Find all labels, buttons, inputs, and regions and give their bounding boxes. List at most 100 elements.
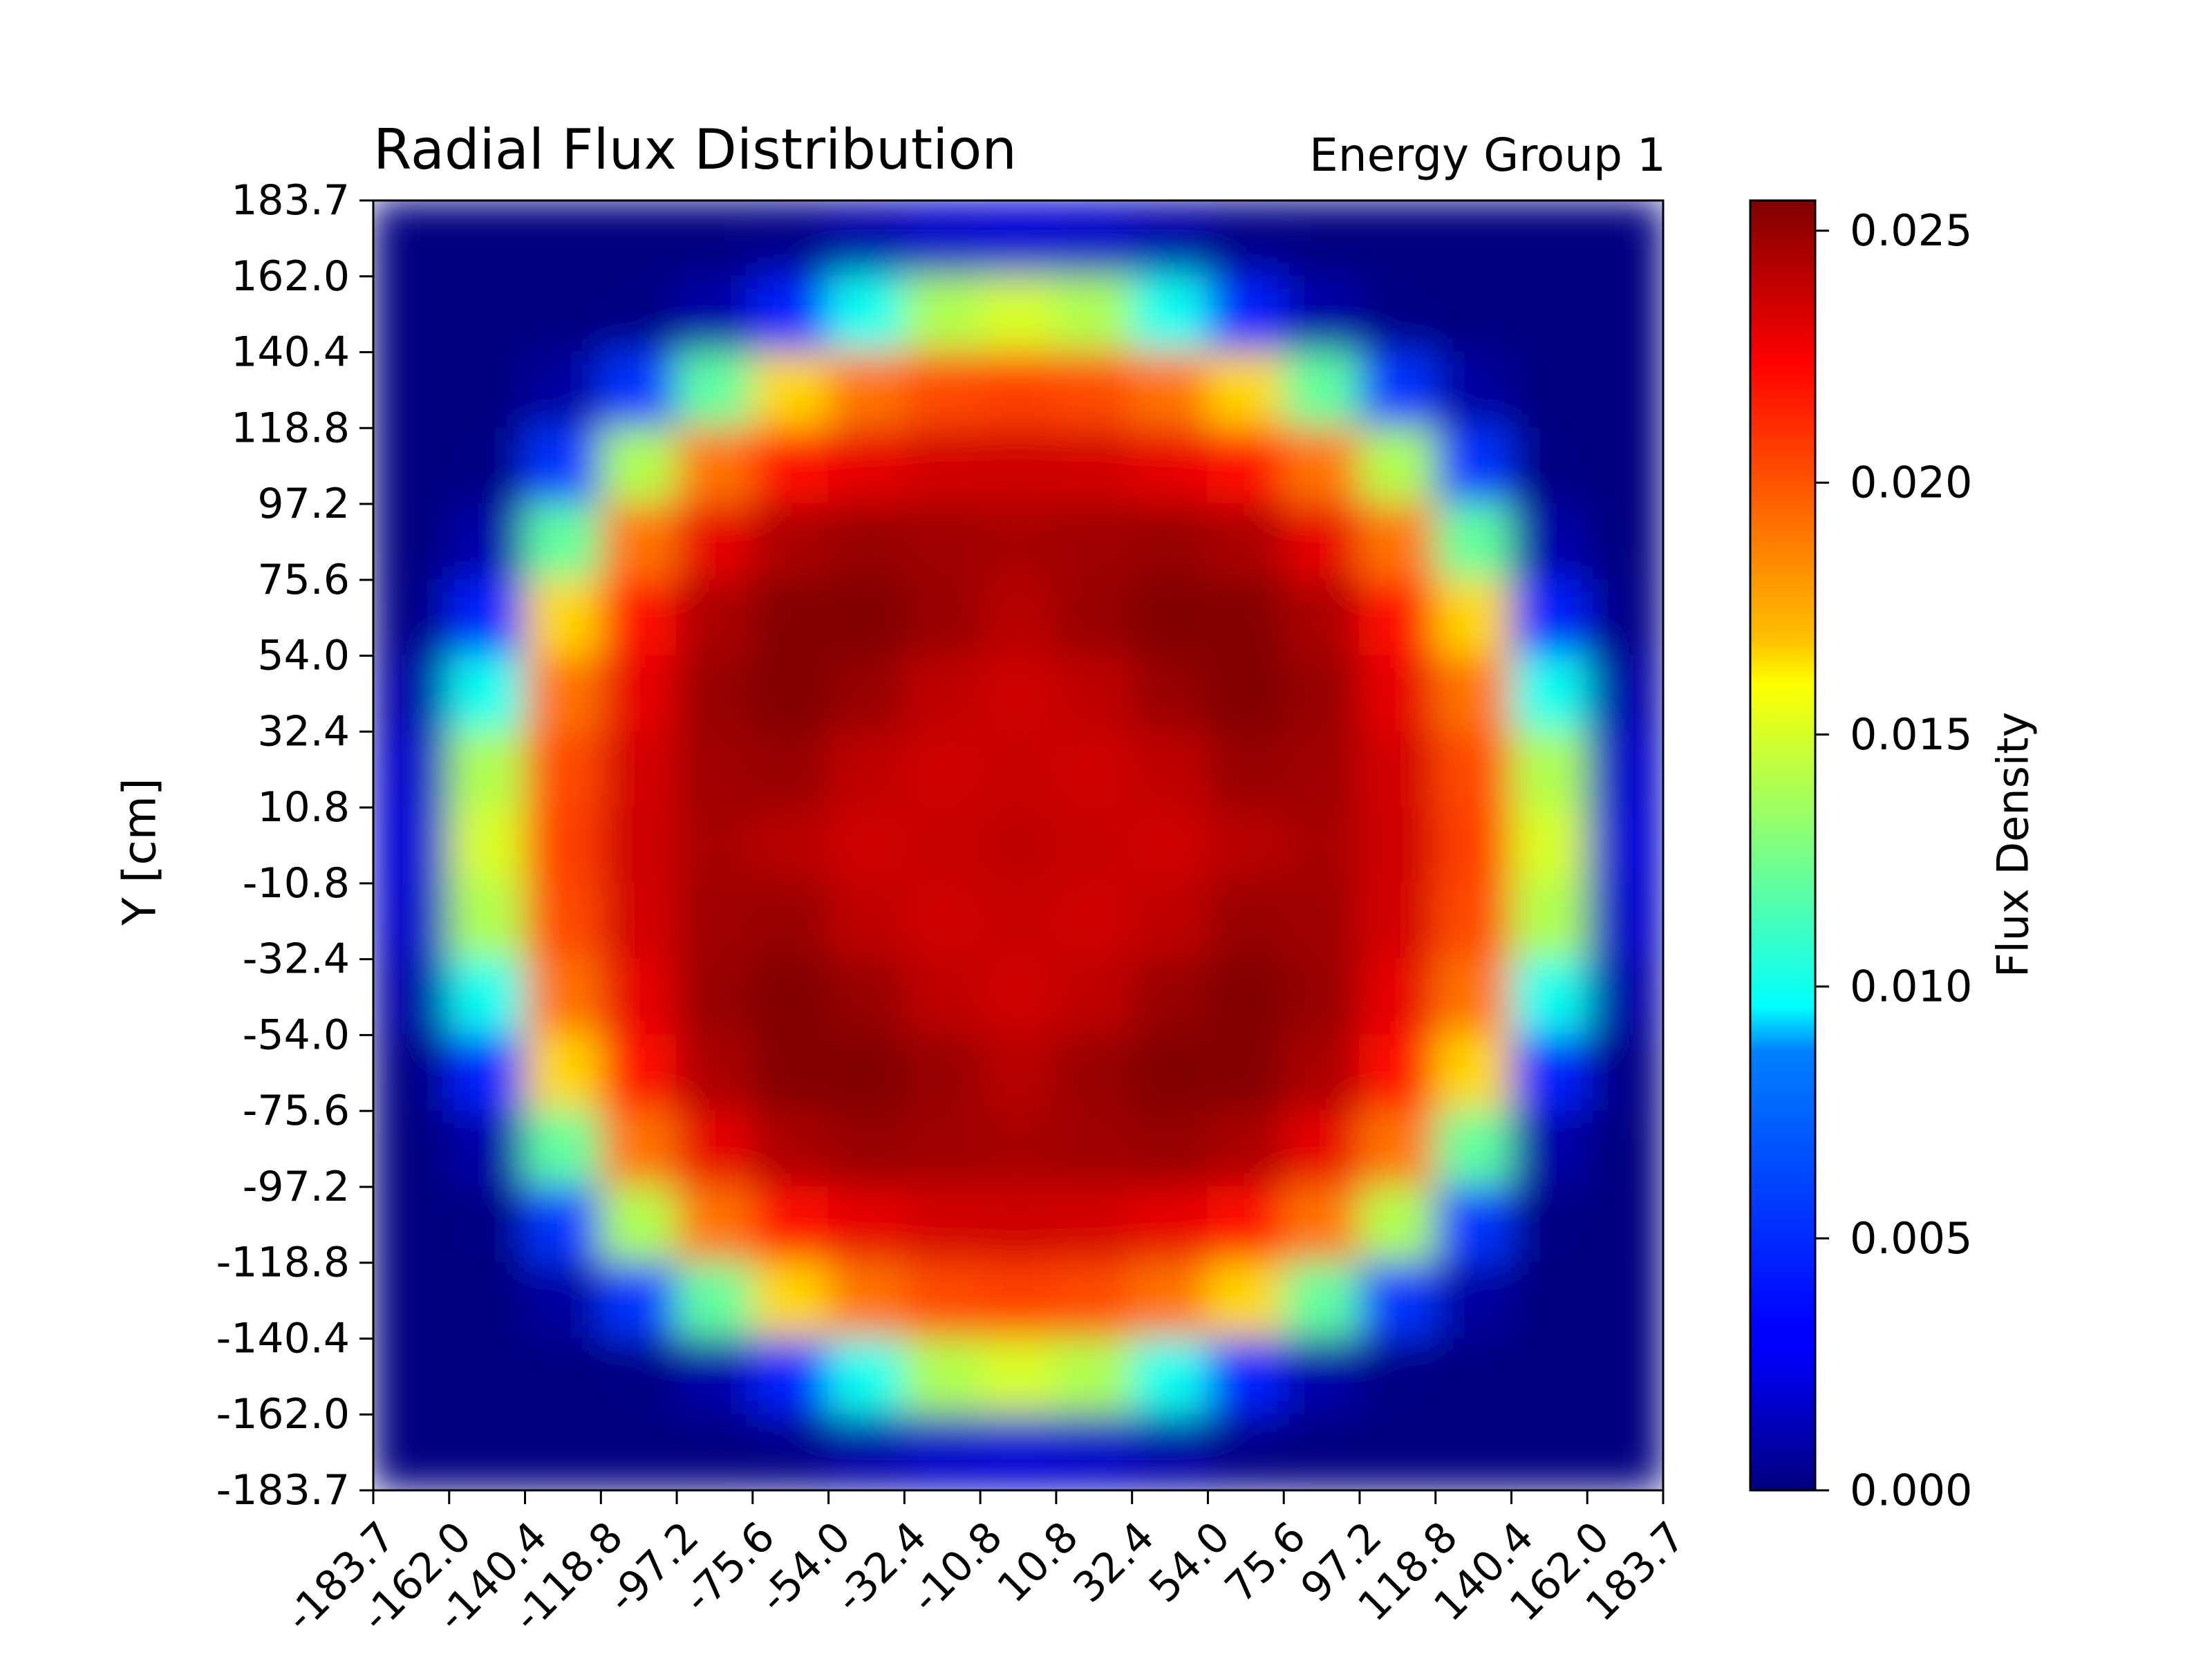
heatmap-cell [1358, 1338, 1436, 1416]
heatmap-cell [373, 200, 450, 277]
heatmap-cell [1207, 275, 1285, 353]
y-tick-label: -183.7 [216, 1466, 350, 1515]
heatmap-cell [1434, 731, 1512, 809]
plot-frame [372, 199, 1665, 1492]
heatmap-cell [1510, 503, 1588, 581]
heatmap-cell [373, 1034, 450, 1112]
heatmap-cell [448, 655, 526, 733]
heatmap-cell [980, 427, 1057, 505]
heatmap-cell [1283, 503, 1360, 581]
heatmap-cell [980, 200, 1057, 277]
heatmap-cell [751, 731, 830, 809]
heatmap-cell [1434, 1338, 1512, 1416]
heatmap-cell [448, 275, 526, 353]
heatmap-cell [1207, 579, 1285, 657]
heatmap-cell [1283, 731, 1360, 809]
heatmap-cell [1283, 427, 1360, 505]
heatmap-cell [751, 200, 830, 277]
heatmap-cell [751, 1414, 830, 1490]
heatmap-cell [903, 1262, 982, 1340]
heatmap-cell [448, 1034, 526, 1112]
heatmap-cell [1055, 807, 1133, 884]
y-tick-label: 54.0 [257, 632, 350, 680]
heatmap-cell [676, 200, 753, 277]
heatmap-cell [903, 807, 982, 884]
heatmap-cell [1055, 579, 1133, 657]
heatmap-cell [1131, 882, 1209, 960]
heatmap-cell [600, 503, 678, 581]
heatmap-cell [600, 958, 678, 1036]
heatmap-cell [524, 503, 602, 581]
heatmap-cell [903, 1414, 982, 1490]
heatmap-cell [1510, 351, 1588, 429]
heatmap-cell [524, 807, 602, 884]
heatmap-cell [1055, 1110, 1133, 1188]
heatmap-cell [1131, 731, 1209, 809]
heatmap-cell [751, 579, 830, 657]
heatmap-cell [1358, 807, 1436, 884]
heatmap-cell [1358, 275, 1436, 353]
y-tick-label: -140.4 [216, 1314, 350, 1362]
heatmap-cell [1510, 1185, 1588, 1264]
heatmap-cell [373, 882, 450, 960]
y-tick-label: -97.2 [243, 1163, 350, 1211]
heatmap-cell [448, 1262, 526, 1340]
heatmap-cell [676, 655, 753, 733]
heatmap-cell [676, 807, 753, 884]
heatmap-cell [1283, 958, 1360, 1036]
heatmap-cell [903, 882, 982, 960]
heatmap-cell [373, 807, 450, 884]
heatmap-cell [1207, 882, 1285, 960]
colorbar-tick-label: 0.015 [1850, 709, 1973, 760]
heatmap-cell [980, 1185, 1057, 1264]
heatmap-cell [373, 958, 450, 1036]
heatmap-cell [373, 1185, 450, 1264]
heatmap-cell [1434, 275, 1512, 353]
heatmap-cell [524, 1262, 602, 1340]
heatmap-cell [1131, 1110, 1209, 1188]
x-tick-label: 75.6 [1216, 1512, 1315, 1612]
heatmap-cell [1510, 1262, 1588, 1340]
y-tick-label: -75.6 [243, 1087, 350, 1135]
heatmap-cell [827, 1185, 906, 1264]
heatmap-cell [448, 731, 526, 809]
heatmap-cell [676, 1034, 753, 1112]
heatmap-cell [1358, 200, 1436, 277]
heatmap-cell [524, 1110, 602, 1188]
heatmap-cell [903, 1185, 982, 1264]
heatmap-cell [1207, 200, 1285, 277]
heatmap-cell [1131, 1414, 1209, 1490]
heatmap-cell [448, 351, 526, 429]
heatmap-cell [1283, 275, 1360, 353]
heatmap-cell [1055, 200, 1133, 277]
heatmap-cell [827, 200, 906, 277]
heatmap-cell [751, 427, 830, 505]
heatmap-cell [1131, 503, 1209, 581]
heatmap-cell [373, 275, 450, 353]
heatmap-cell [676, 731, 753, 809]
heatmap-cell [1131, 1185, 1209, 1264]
heatmap-cell [1055, 427, 1133, 505]
heatmap-cell [751, 1034, 830, 1112]
heatmap-cell [903, 1110, 982, 1188]
heatmap-cell [751, 351, 830, 429]
heatmap-cell [1207, 1262, 1285, 1340]
chart-title: Radial Flux Distribution [373, 118, 1017, 182]
heatmap-cell [600, 1414, 678, 1490]
heatmap-cell [751, 1185, 830, 1264]
heatmap-cell [1434, 351, 1512, 429]
heatmap-cell [980, 275, 1057, 353]
heatmap-cell [1510, 1034, 1588, 1112]
x-tick-label: 32.4 [1064, 1512, 1163, 1612]
heatmap-cell [1131, 807, 1209, 884]
heatmap-cell [448, 807, 526, 884]
heatmap-cell [676, 1262, 753, 1340]
heatmap-cell [1510, 958, 1588, 1036]
heatmap-cell [524, 427, 602, 505]
heatmap-cell [1586, 882, 1663, 960]
heatmap-cell [1131, 655, 1209, 733]
heatmap-cell [1586, 958, 1663, 1036]
heatmap-cell [448, 882, 526, 960]
y-tick-label: 75.6 [257, 556, 350, 604]
